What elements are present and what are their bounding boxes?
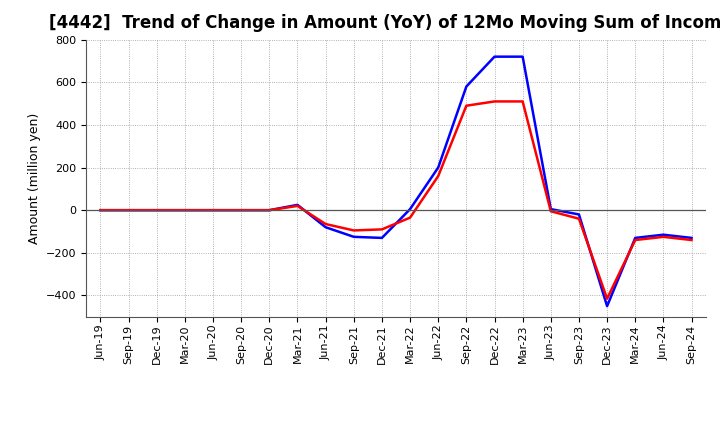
Net Income	[209, 208, 217, 213]
Y-axis label: Amount (million yen): Amount (million yen)	[27, 113, 40, 244]
Ordinary Income	[546, 206, 555, 212]
Ordinary Income	[490, 54, 499, 59]
Net Income	[462, 103, 471, 108]
Net Income	[237, 208, 246, 213]
Ordinary Income	[659, 232, 667, 237]
Net Income	[321, 221, 330, 227]
Ordinary Income	[153, 208, 161, 213]
Net Income	[96, 208, 105, 213]
Ordinary Income	[181, 208, 189, 213]
Ordinary Income	[321, 224, 330, 230]
Net Income	[377, 227, 386, 232]
Ordinary Income	[603, 304, 611, 309]
Ordinary Income	[406, 206, 415, 212]
Ordinary Income	[377, 235, 386, 241]
Net Income	[603, 296, 611, 301]
Ordinary Income	[349, 234, 358, 239]
Net Income	[181, 208, 189, 213]
Ordinary Income	[293, 202, 302, 208]
Net Income	[265, 208, 274, 213]
Line: Ordinary Income: Ordinary Income	[101, 57, 691, 306]
Ordinary Income	[434, 165, 443, 170]
Line: Net Income: Net Income	[101, 102, 691, 299]
Title: [4442]  Trend of Change in Amount (YoY) of 12Mo Moving Sum of Incomes: [4442] Trend of Change in Amount (YoY) o…	[49, 15, 720, 33]
Ordinary Income	[518, 54, 527, 59]
Ordinary Income	[125, 208, 133, 213]
Net Income	[575, 216, 583, 221]
Ordinary Income	[631, 235, 639, 241]
Net Income	[406, 215, 415, 220]
Net Income	[349, 228, 358, 233]
Net Income	[153, 208, 161, 213]
Ordinary Income	[209, 208, 217, 213]
Net Income	[293, 203, 302, 209]
Ordinary Income	[237, 208, 246, 213]
Ordinary Income	[265, 208, 274, 213]
Net Income	[687, 238, 696, 243]
Ordinary Income	[575, 212, 583, 217]
Net Income	[659, 234, 667, 239]
Net Income	[546, 209, 555, 214]
Net Income	[125, 208, 133, 213]
Ordinary Income	[687, 235, 696, 241]
Net Income	[631, 238, 639, 243]
Net Income	[434, 173, 443, 179]
Ordinary Income	[96, 208, 105, 213]
Net Income	[518, 99, 527, 104]
Net Income	[490, 99, 499, 104]
Ordinary Income	[462, 84, 471, 89]
